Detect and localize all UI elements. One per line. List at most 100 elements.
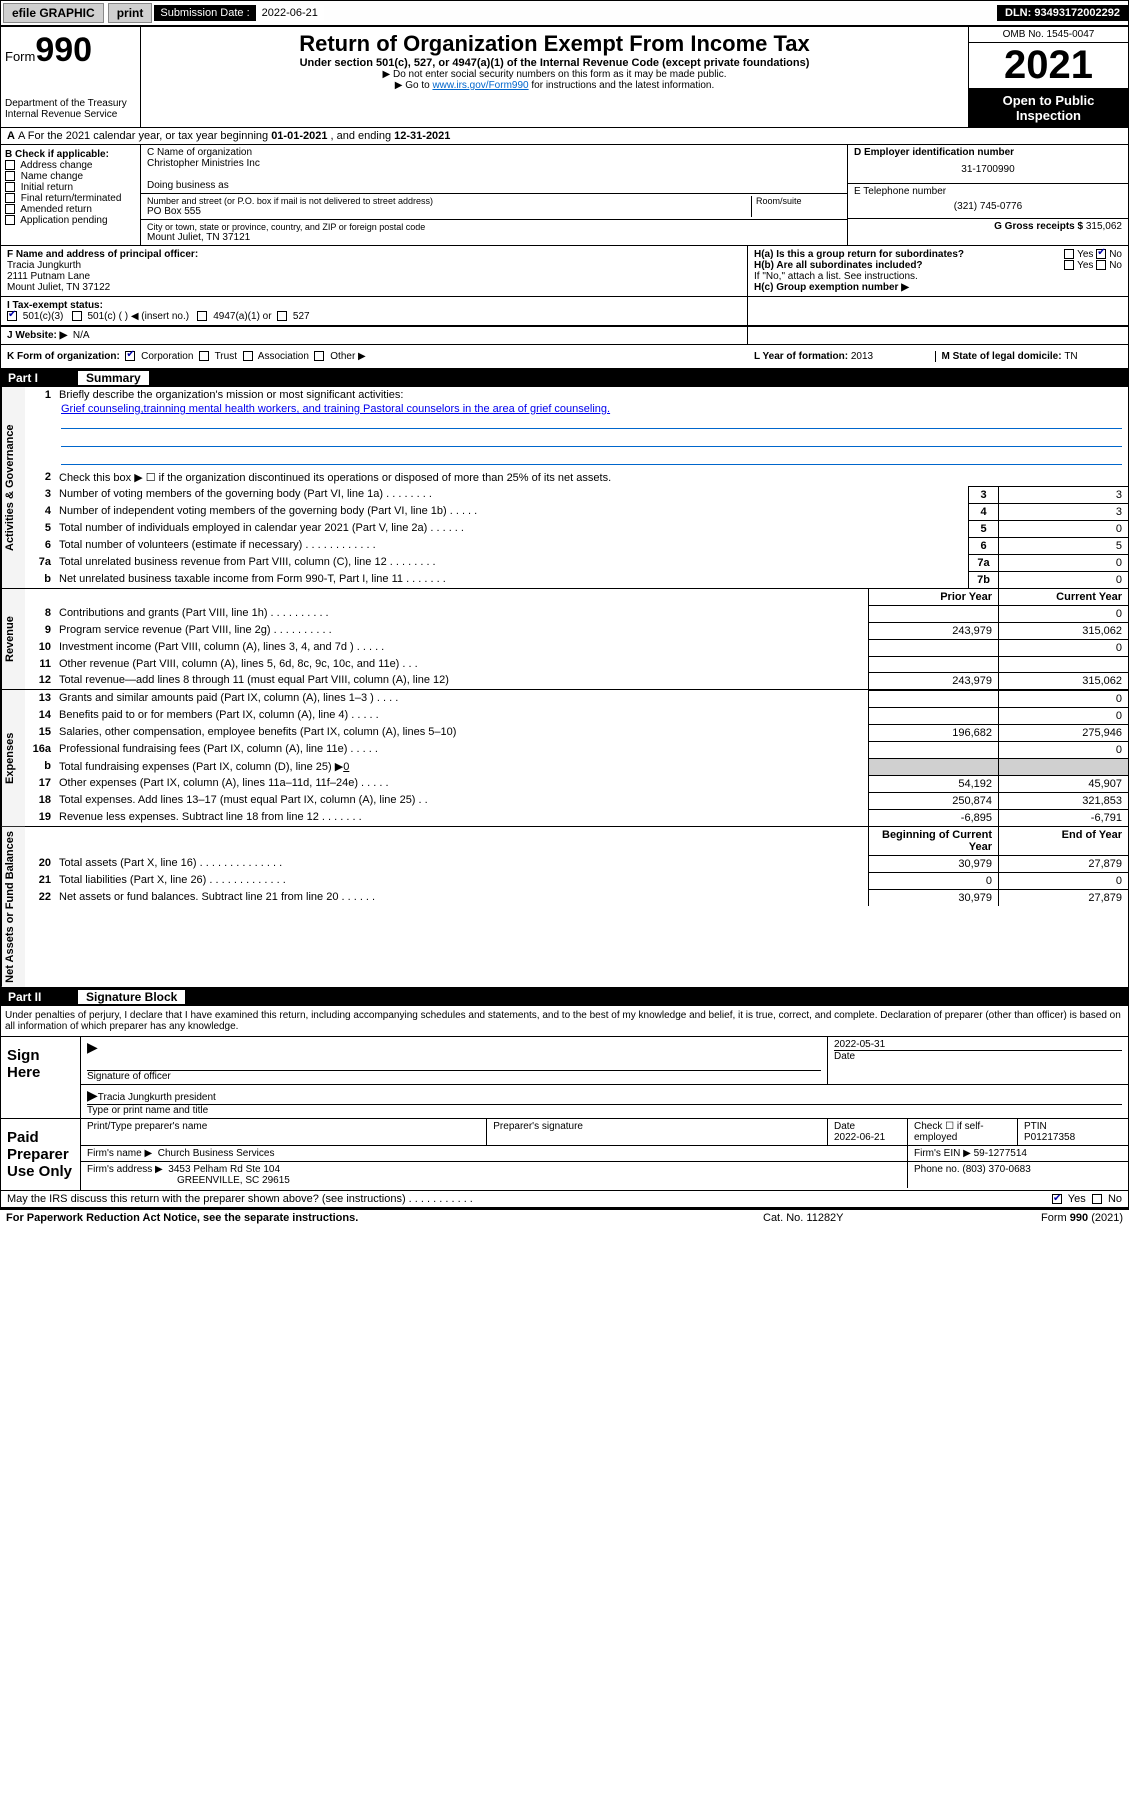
summary-line: Professional fundraising fees (Part IX, … [55,741,868,758]
prep-name-label: Print/Type preparer's name [81,1119,487,1145]
firm-addr-label: Firm's address ▶ [87,1164,163,1175]
line-value: 0 [998,571,1128,588]
row-j-label: J Website: ▶ [7,330,67,341]
box-b-checkbox[interactable] [5,193,15,203]
ha-no-checkbox[interactable] [1096,249,1106,259]
current-value: 321,853 [998,792,1128,809]
prior-value [868,707,998,724]
hb-note: If "No," attach a list. See instructions… [754,271,1122,282]
g-value: 315,062 [1086,221,1122,232]
m-value: TN [1064,351,1077,362]
box-b-checkbox[interactable] [5,215,15,225]
sig-officer-label: Signature of officer [87,1070,821,1082]
summary-line: Investment income (Part VIII, column (A)… [55,639,868,656]
may-irs-question: May the IRS discuss this return with the… [7,1193,1052,1205]
i-501c3-checkbox[interactable] [7,311,17,321]
line2-text: Check this box ▶ ☐ if the organization d… [55,469,1128,486]
prior-value: 243,979 [868,622,998,639]
expenses-label: Expenses [1,690,25,826]
current-value: 0 [998,741,1128,758]
eoy-hdr: End of Year [998,827,1128,855]
line-box: 3 [968,486,998,503]
street-label: Number and street (or P.O. box if mail i… [147,196,751,206]
print-button[interactable]: print [108,3,153,23]
current-value: 0 [998,872,1128,889]
firm-addr2: GREENVILLE, SC 29615 [87,1175,290,1186]
box-b-checkbox[interactable] [5,182,15,192]
summary-line: Total number of individuals employed in … [55,520,968,537]
paid-preparer-block: Paid Preparer Use Only Print/Type prepar… [0,1119,1129,1191]
efile-button[interactable]: efile GRAPHIC [3,3,104,23]
sig-date-value: 2022-05-31 [834,1039,1122,1050]
i-527-checkbox[interactable] [277,311,287,321]
grey-cell [998,758,1128,775]
line-box: 7a [968,554,998,571]
k-corp-checkbox[interactable] [125,351,135,361]
i-4947-checkbox[interactable] [197,311,207,321]
current-value: 0 [998,707,1128,724]
prior-value [868,690,998,707]
irs-label: Internal Revenue Service [5,109,136,120]
form-header: Form990 Department of the Treasury Inter… [0,26,1129,128]
i-501c-checkbox[interactable] [72,311,82,321]
tax-year: 2021 [969,43,1128,89]
line-value: 3 [998,486,1128,503]
box-b-checkbox[interactable] [5,160,15,170]
part1-title: Summary [78,371,149,385]
box-b-checkbox[interactable] [5,171,15,181]
prep-phone-label: Phone no. [914,1164,960,1175]
omb-number: OMB No. 1545-0047 [969,27,1128,43]
prior-value: 196,682 [868,724,998,741]
k-assoc-checkbox[interactable] [243,351,253,361]
mission-text[interactable]: Grief counseling,trainning mental health… [61,403,610,415]
hb-yes-checkbox[interactable] [1064,260,1074,270]
hb-label: H(b) Are all subordinates included? [754,260,923,271]
box-b-checkbox[interactable] [5,204,15,214]
summary-line: Number of voting members of the governin… [55,486,968,503]
form-number: Form990 [5,31,136,70]
prior-value: -6,895 [868,809,998,826]
k-trust-checkbox[interactable] [199,351,209,361]
instructions-link[interactable]: www.irs.gov/Form990 [432,80,528,91]
page-title: Return of Organization Exempt From Incom… [145,31,964,57]
part2-header: Part II Signature Block [0,988,1129,1006]
prior-value: 30,979 [868,855,998,872]
line-box: 5 [968,520,998,537]
current-value: -6,791 [998,809,1128,826]
summary-line: Other revenue (Part VIII, column (A), li… [55,656,868,672]
street-value: PO Box 555 [147,206,751,217]
line1-label: Briefly describe the organization's miss… [55,387,1128,403]
firm-ein-value: 59-1277514 [974,1148,1027,1159]
current-year-hdr: Current Year [998,589,1128,605]
hb-no-checkbox[interactable] [1096,260,1106,270]
box-c-name-label: C Name of organization [147,147,841,158]
prior-value [868,656,998,672]
blue-rule [61,415,1122,429]
line-box: 7b [968,571,998,588]
ha-yes-checkbox[interactable] [1064,249,1074,259]
may-irs-yes-checkbox[interactable] [1052,1194,1062,1204]
summary-line: Revenue less expenses. Subtract line 18 … [55,809,868,826]
ptin-value: P01217358 [1024,1132,1075,1143]
box-d-label: D Employer identification number [854,147,1014,158]
paid-preparer-label: Paid Preparer Use Only [1,1119,81,1190]
current-value: 27,879 [998,889,1128,906]
summary-expenses: Expenses 13Grants and similar amounts pa… [0,690,1129,827]
e-phone-label: E Telephone number [854,186,1122,197]
k-other-checkbox[interactable] [314,351,324,361]
box-b-title: B Check if applicable: [5,149,136,160]
summary-line: Number of independent voting members of … [55,503,968,520]
may-irs-no-checkbox[interactable] [1092,1194,1102,1204]
subtitle-3: ▶ Go to www.irs.gov/Form990 for instruct… [145,80,964,91]
type-name-label: Type or print name and title [87,1104,1122,1116]
l-value: 2013 [851,351,873,362]
summary-line: Grants and similar amounts paid (Part IX… [55,690,868,707]
summary-net: Net Assets or Fund Balances Beginning of… [0,827,1129,988]
summary-line: Total liabilities (Part X, line 26) . . … [55,872,868,889]
current-value: 0 [998,605,1128,622]
summary-line: Net assets or fund balances. Subtract li… [55,889,868,906]
row-j: J Website: ▶ N/A [0,327,1129,345]
row-fh: F Name and address of principal officer:… [0,246,1129,297]
part2-num: Part II [8,990,78,1004]
current-value: 27,879 [998,855,1128,872]
